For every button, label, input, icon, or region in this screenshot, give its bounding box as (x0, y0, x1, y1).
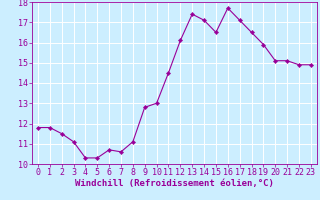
X-axis label: Windchill (Refroidissement éolien,°C): Windchill (Refroidissement éolien,°C) (75, 179, 274, 188)
